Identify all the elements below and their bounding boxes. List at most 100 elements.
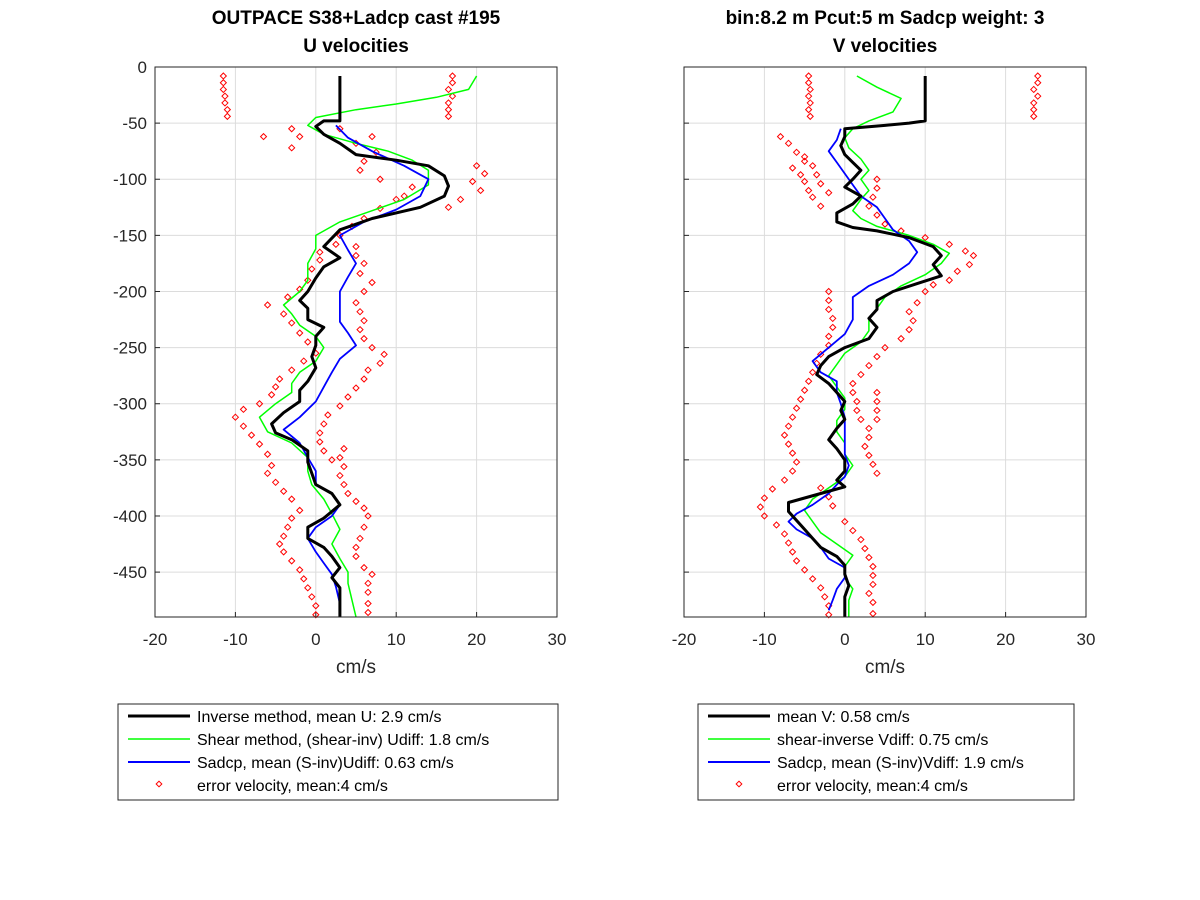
v-series-error-velocity-marker [816,180,825,188]
u-series-error-velocity-marker [223,105,232,114]
u-series-error-velocity-marker [356,269,364,278]
v-series-error-velocity-marker [853,397,861,406]
v-plot-area [756,72,1042,619]
u-series-error-velocity-marker [444,99,453,107]
u-series-error-velocity-marker [287,557,296,565]
v-series-error-velocity-marker [869,193,877,201]
u-series-error-velocity-marker [223,112,232,121]
u-series-error-velocity-marker [444,203,453,212]
u-series-error-velocity-marker [283,523,292,531]
u-series-error-velocity-marker [456,195,465,204]
u-series-error-velocity-marker [380,350,388,359]
u-legend-inverse: Inverse method, mean U: 2.9 cm/s [197,709,442,726]
u-series-error-velocity-marker [287,366,296,374]
v-series-error-velocity-marker [816,584,825,592]
u-series-error-velocity-marker [247,431,256,439]
v-series-error-velocity-marker [825,287,833,296]
u-series-error-velocity-marker [360,375,368,383]
u-series-error-velocity-marker [368,570,376,579]
v-series-error-velocity-marker [1034,92,1042,100]
u-series-error-velocity-marker [448,92,457,100]
v-series-error-velocity-marker [816,202,825,210]
v-series-error-velocity-marker [953,267,962,275]
v-legend-mean: mean V: 0.58 cm/s [777,709,910,726]
u-series-inverse-line [270,76,450,617]
v-series-error-velocity-marker [808,193,817,201]
u-series-error-velocity-marker [300,357,308,365]
v-series-error-velocity-marker [806,85,814,94]
v-series-error-velocity-marker [849,379,857,388]
v-series-error-velocity-marker [784,422,793,430]
v-series-error-velocity-marker [865,424,873,433]
v-series-error-velocity-marker [873,184,881,192]
u-panel-title: OUTPACE S38+Ladcp cast #195 [212,8,501,29]
v-series-error-velocity-marker [1030,105,1038,114]
u-series-error-velocity-marker [352,384,360,392]
v-velocity-panel: bin:8.2 m Pcut:5 m Sadcp weight: 3 V vel… [672,8,1095,801]
u-series-error-velocity-marker [304,338,312,346]
v-series-error-velocity-marker [873,406,881,415]
u-series-error-velocity-marker [304,276,312,284]
u-series-error-velocity-marker [239,422,248,430]
v-series-error-velocity-marker [816,484,825,492]
u-series-error-velocity-marker [287,144,296,152]
v-series-error-velocity-marker [780,476,789,484]
u-series-error-velocity-marker [444,105,453,114]
v-series-error-velocity-marker [873,175,881,183]
v-series-error-velocity-marker [825,332,833,341]
u-series-error-velocity-marker [312,611,320,619]
u-legend-swatch-error [155,780,163,788]
v-series-error-velocity-marker [849,526,857,535]
u-y-tick-label: -150 [113,226,147,245]
v-series-error-velocity-marker [865,361,873,370]
v-series-error-velocity-marker [945,276,954,284]
u-y-tick-label: -450 [113,563,147,582]
u-series-error-velocity-marker [472,162,481,170]
v-series-error-velocity-marker [804,72,813,80]
u-series-error-velocity-marker [275,540,284,548]
u-series-error-velocity-marker [480,169,489,178]
u-series-error-velocity-marker [259,132,268,141]
u-legend-box [117,703,559,801]
u-series-error-velocity-marker [352,299,360,307]
v-series-shear-line [803,75,951,617]
v-series-error-velocity-marker [909,316,917,325]
u-y-tick-label: -50 [122,114,147,133]
u-series-sadcp-line [282,124,430,617]
v-series-error-velocity-marker [969,251,978,260]
u-y-tick-label: 0 [138,58,147,77]
u-series-error-velocity-marker [340,444,348,453]
v-series-error-velocity-marker [772,521,781,529]
v-series-error-velocity-marker [784,440,793,448]
v-series-error-velocity-marker [829,502,837,510]
u-series-error-velocity-marker [308,265,316,273]
u-series-error-velocity-marker [352,497,360,506]
v-series-error-velocity-marker [829,314,837,323]
u-series-error-velocity-marker [271,383,280,391]
u-y-tick-label: -300 [113,395,147,414]
u-legend-sadcp: Sadcp, mean (S-inv)Udiff: 0.63 cm/s [197,755,454,772]
u-series-error-velocity-marker [364,366,372,374]
u-series-error-velocity-marker [360,523,368,531]
u-series-error-velocity-marker [364,608,372,617]
u-series-error-velocity-marker [352,251,360,260]
v-series-error-velocity-marker [857,415,865,424]
v-series-error-velocity-marker [804,105,813,114]
v-series-error-velocity-marker [965,260,974,269]
v-legend-shear: shear-inverse Vdiff: 0.75 cm/s [777,732,988,749]
v-series-error-velocity-marker [841,517,849,526]
u-series-error-velocity-marker [287,319,296,327]
u-series-error-velocity-marker [360,504,368,512]
u-series-error-velocity-marker [320,447,328,455]
u-series-error-velocity-marker [448,72,457,80]
u-y-tick-label: -100 [113,170,147,189]
u-series-error-velocity-marker [376,359,384,368]
v-series-error-velocity-marker [1030,85,1038,94]
v-series-error-velocity-marker [1034,72,1042,80]
u-series-error-velocity-marker [360,316,368,325]
v-series-error-velocity-marker [825,296,833,305]
v-series-error-velocity-marker [820,593,829,601]
u-series-error-velocity-marker [279,548,288,556]
v-series-error-velocity-marker [792,458,801,466]
